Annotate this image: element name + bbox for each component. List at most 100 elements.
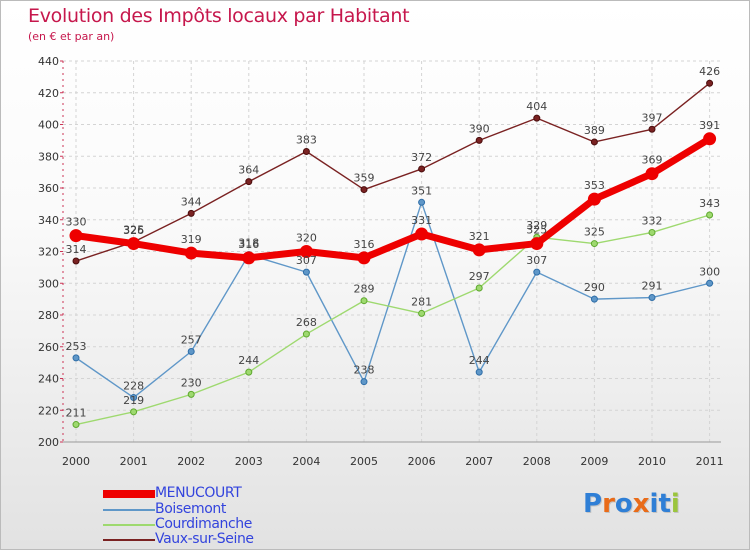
data-label-courdimanche: 219 [123,394,144,407]
data-point-courdimanche [360,297,368,305]
data-label-courdimanche: 230 [181,376,202,389]
proxiti-logo: Proxiti [583,489,680,519]
data-point-courdimanche [648,228,656,236]
data-label-vaux-sur-seine: 364 [238,164,259,177]
data-point-vaux-sur-seine [418,165,426,173]
data-label-courdimanche: 329 [526,219,547,232]
legend-swatch-vaux-sur-seine [103,539,155,541]
chart-subtitle: (en € et par an) [28,30,115,43]
data-label-boisemont: 238 [354,364,375,377]
data-label-vaux-sur-seine: 404 [526,100,547,113]
logo-letter: o [614,489,633,519]
data-label-courdimanche: 343 [699,197,720,210]
data-point-vaux-sur-seine [475,136,483,144]
x-tick-label: 2007 [465,455,493,468]
label-layer: 314 326 344 364 383 359 372 390 404 389 397 426 253 2… [66,65,721,419]
series-line-vaux-sur-seine [75,82,711,262]
x-tick-label: 2002 [177,455,205,468]
x-tick-label: 2009 [580,455,608,468]
data-label-vaux-sur-seine: 390 [469,122,490,135]
logo-letter: i [670,489,680,519]
logo-letter: t [658,489,671,519]
data-label-vaux-sur-seine: 389 [584,124,605,137]
legend-item-courdimanche: Courdimanche [103,516,403,532]
data-point-menucourt [127,237,141,251]
data-point-boisemont [130,394,138,402]
data-point-courdimanche [72,421,80,429]
data-point-courdimanche [187,390,195,398]
data-point-courdimanche [590,240,598,248]
series-line-menucourt [72,135,714,262]
data-point-menucourt [472,243,486,257]
data-label-menucourt: 353 [584,179,605,192]
data-point-boisemont [533,268,541,276]
data-point-menucourt [184,246,198,260]
data-point-menucourt [415,227,429,241]
data-point-courdimanche [706,211,714,219]
data-label-boisemont: 300 [699,265,720,278]
y-tick-label: 340 [38,214,59,227]
data-label-menucourt: 316 [238,238,259,251]
chart-title: Evolution des Impôts locaux par Habitant [28,5,410,27]
data-point-boisemont [648,294,656,302]
legend-item-boisemont: Boisemont [103,501,403,517]
y-tick-label: 360 [38,182,59,195]
series-line-courdimanche [75,214,711,426]
data-point-menucourt [530,237,544,251]
data-point-boisemont [418,198,426,206]
data-label-menucourt: 320 [296,232,317,245]
data-point-vaux-sur-seine [706,79,714,87]
series-line-boisemont [75,201,711,399]
data-label-vaux-sur-seine: 397 [642,111,663,124]
data-label-vaux-sur-seine: 359 [354,172,375,185]
data-label-boisemont: 228 [123,380,144,393]
data-label-menucourt: 330 [66,216,87,229]
y-tick-label: 320 [38,246,59,259]
data-label-vaux-sur-seine: 383 [296,133,317,146]
data-point-vaux-sur-seine [187,209,195,217]
legend-label-courdimanche: Courdimanche [155,516,252,532]
data-point-vaux-sur-seine [245,178,253,186]
data-point-menucourt [645,167,659,181]
data-label-menucourt: 325 [526,224,547,237]
axis-layer: 200 220 240 260 280 300 320 340 360 380 400 420 440 2… [38,55,724,468]
data-label-boisemont: 318 [238,237,259,250]
data-point-menucourt [242,251,256,265]
y-tick-label: 240 [38,373,59,386]
data-label-boisemont: 307 [296,254,317,267]
data-point-courdimanche [475,284,483,292]
data-label-courdimanche: 268 [296,316,317,329]
legend-swatch-boisemont [103,509,155,511]
data-point-courdimanche [130,408,138,416]
data-label-vaux-sur-seine: 314 [66,243,87,256]
logo-letter: i [649,489,659,519]
data-label-menucourt: 369 [642,154,663,167]
data-label-menucourt: 391 [699,119,720,132]
data-label-courdimanche: 289 [354,283,375,296]
data-label-menucourt: 316 [354,238,375,251]
data-label-vaux-sur-seine: 372 [411,151,432,164]
series-layer [69,79,717,429]
logo-letter: r [602,489,615,519]
x-tick-label: 2008 [523,455,551,468]
x-tick-label: 2006 [408,455,436,468]
y-tick-label: 200 [38,436,59,449]
data-point-vaux-sur-seine [302,147,310,155]
data-label-boisemont: 291 [642,280,663,293]
data-label-courdimanche: 332 [642,214,663,227]
x-tick-label: 2011 [696,455,724,468]
x-tick-label: 2000 [62,455,90,468]
data-label-boisemont: 257 [181,334,202,347]
data-label-boisemont: 244 [469,354,490,367]
y-tick-label: 400 [38,119,59,132]
data-label-courdimanche: 211 [66,407,87,420]
x-tick-label: 2003 [235,455,263,468]
data-point-menucourt [357,251,371,265]
y-tick-label: 300 [38,277,59,290]
data-label-courdimanche: 281 [411,295,432,308]
data-point-boisemont [360,378,368,386]
y-tick-label: 260 [38,341,59,354]
data-point-boisemont [706,279,714,287]
